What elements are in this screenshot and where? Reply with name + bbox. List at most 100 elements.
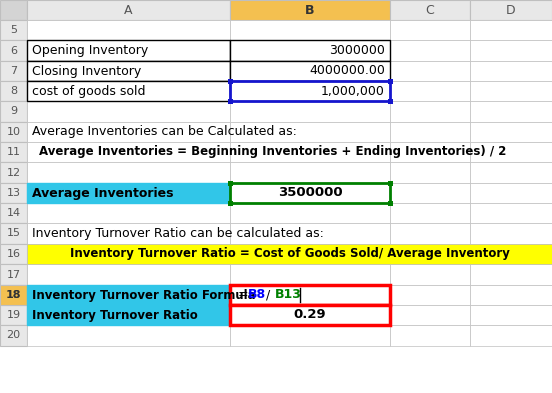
Text: Average Inventories: Average Inventories	[32, 187, 173, 200]
Text: A: A	[124, 4, 132, 17]
Bar	[0, 0, 27, 20]
Bar	[27, 244, 552, 264]
Bar	[230, 264, 390, 285]
Bar	[27, 305, 230, 325]
Bar	[0, 223, 27, 244]
Bar	[390, 142, 470, 162]
Bar	[0, 264, 27, 285]
Text: 18: 18	[7, 290, 20, 300]
Bar	[230, 81, 390, 101]
Bar	[27, 162, 230, 183]
Bar	[230, 101, 390, 122]
Text: 18: 18	[6, 290, 21, 300]
Bar	[227, 79, 232, 83]
Bar	[0, 244, 27, 264]
Bar	[390, 223, 470, 244]
Bar	[27, 305, 230, 325]
Bar	[230, 142, 390, 162]
Bar	[390, 81, 470, 101]
Text: B13: B13	[275, 288, 302, 301]
Bar	[0, 203, 27, 223]
Bar	[390, 40, 470, 61]
Text: Inventory Turnover Ratio: Inventory Turnover Ratio	[32, 309, 198, 321]
Bar	[230, 162, 390, 183]
Text: =: =	[238, 288, 248, 301]
Text: 14: 14	[7, 208, 20, 218]
Bar	[27, 264, 230, 285]
Bar	[390, 0, 470, 20]
Bar	[230, 61, 390, 81]
Bar	[388, 200, 392, 206]
Text: /: /	[266, 288, 270, 301]
Bar	[388, 79, 392, 83]
Bar	[390, 61, 470, 81]
Bar	[27, 40, 230, 61]
Bar	[470, 20, 552, 40]
Bar	[470, 61, 552, 81]
Bar	[0, 142, 27, 162]
Bar	[0, 61, 27, 81]
Text: 17: 17	[7, 270, 20, 279]
Bar	[470, 223, 552, 244]
Bar	[470, 203, 552, 223]
Bar	[230, 285, 390, 305]
Bar	[470, 264, 552, 285]
Bar	[230, 203, 390, 223]
Bar	[0, 101, 27, 122]
Text: 10: 10	[7, 127, 20, 137]
Bar	[27, 81, 230, 101]
Bar	[390, 325, 470, 346]
Bar	[230, 244, 390, 264]
Text: B: B	[305, 4, 315, 17]
Text: Inventory Turnover Ratio Formula: Inventory Turnover Ratio Formula	[32, 288, 256, 301]
Bar	[27, 20, 230, 40]
Bar	[27, 244, 230, 264]
Bar	[0, 305, 27, 325]
Text: 3500000: 3500000	[278, 187, 342, 200]
Bar	[27, 122, 230, 142]
Bar	[27, 61, 230, 81]
Bar	[0, 325, 27, 346]
Bar	[230, 40, 390, 61]
Text: 5: 5	[10, 25, 17, 35]
Bar	[470, 0, 552, 20]
Text: Opening Inventory: Opening Inventory	[32, 44, 148, 57]
Text: 0.29: 0.29	[294, 309, 326, 321]
Bar	[27, 203, 230, 223]
Bar	[27, 183, 230, 203]
Bar	[0, 40, 27, 61]
Bar	[470, 244, 552, 264]
Text: 6: 6	[10, 46, 17, 55]
Bar	[27, 40, 230, 61]
Text: 1,000,000: 1,000,000	[321, 84, 385, 97]
Text: Average Inventories = Beginning Inventories + Ending Inventories) / 2: Average Inventories = Beginning Inventor…	[39, 145, 506, 158]
Bar	[390, 305, 470, 325]
Bar	[388, 180, 392, 185]
Bar	[230, 305, 390, 325]
Bar	[27, 325, 230, 346]
Text: Average Inventories can be Calculated as:: Average Inventories can be Calculated as…	[32, 125, 297, 138]
Bar	[390, 244, 470, 264]
Bar	[0, 81, 27, 101]
Text: cost of goods sold: cost of goods sold	[32, 84, 146, 97]
Bar	[470, 305, 552, 325]
Bar	[470, 183, 552, 203]
Bar	[230, 40, 390, 61]
Text: 9: 9	[10, 107, 17, 116]
Bar	[390, 183, 470, 203]
Bar	[27, 61, 230, 81]
Bar	[227, 200, 232, 206]
Text: 3000000: 3000000	[329, 44, 385, 57]
Bar	[27, 223, 230, 244]
Text: C: C	[426, 4, 434, 17]
Bar	[0, 20, 27, 40]
Text: 12: 12	[7, 167, 20, 178]
Bar	[470, 325, 552, 346]
Bar	[390, 203, 470, 223]
Bar	[470, 40, 552, 61]
Bar	[27, 285, 230, 305]
Bar	[388, 99, 392, 103]
Bar	[230, 122, 390, 142]
Bar	[230, 325, 390, 346]
Bar	[27, 81, 230, 101]
